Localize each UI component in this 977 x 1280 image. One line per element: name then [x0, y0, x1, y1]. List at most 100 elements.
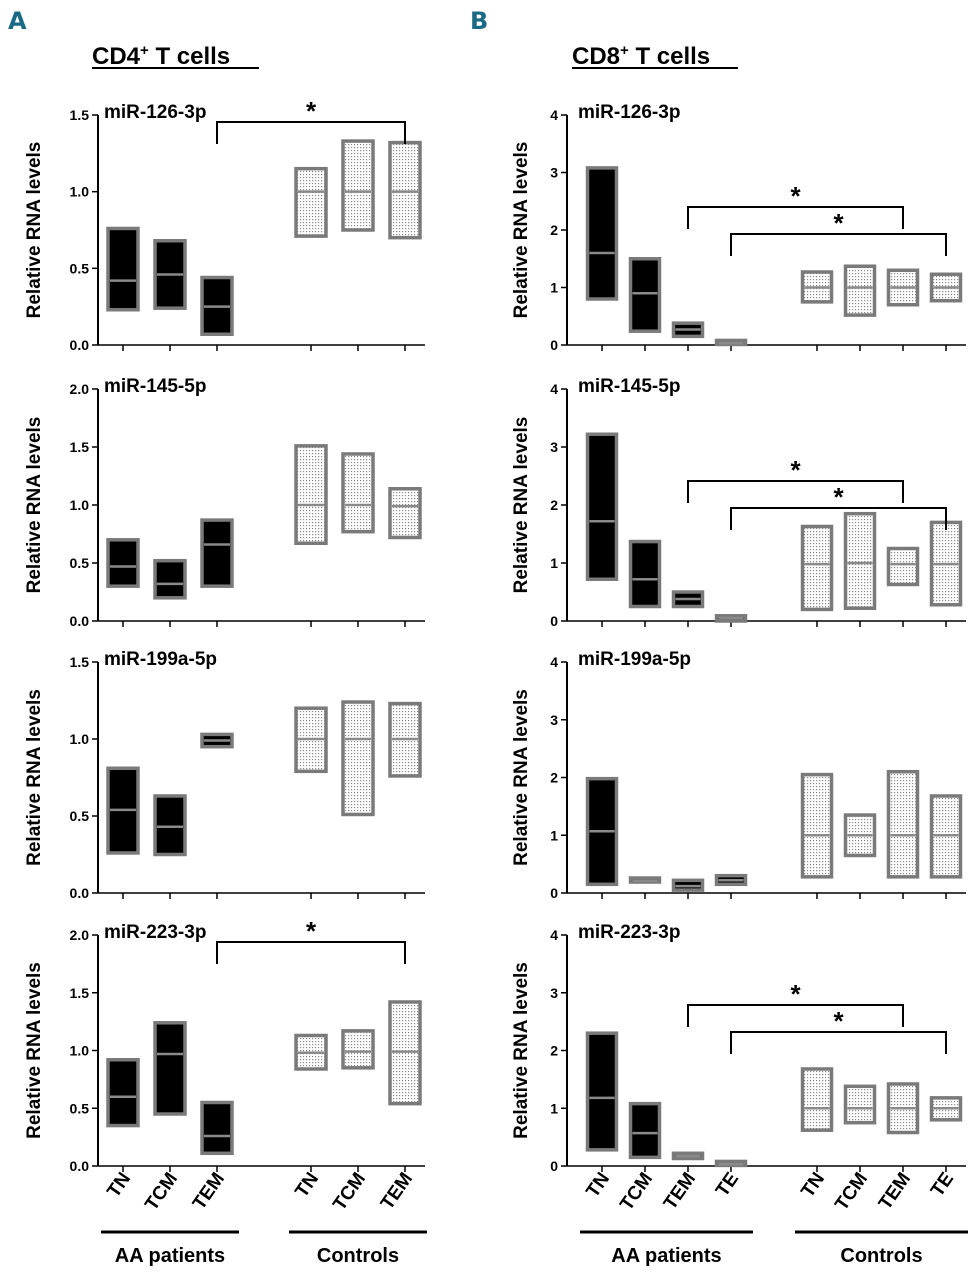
range-bar-tcm-aa	[153, 558, 187, 600]
range-bar-tn-control	[294, 166, 328, 238]
y-tick-label: 2	[550, 497, 558, 513]
chart-a-1: 0.0 0.5 1.0 1.5 Relative RNA levels miR-126-3…	[24, 96, 425, 353]
range-bar-tcm-aa	[628, 539, 662, 609]
bar-aa-patients	[585, 432, 619, 581]
range-bar-tcm-control	[843, 264, 877, 317]
range-bar-tem-control	[886, 769, 920, 879]
chart-b-3: 0 1 2 3 4 Relative RNA levels miR-199a-5p	[511, 649, 966, 901]
significance-star: *	[833, 1006, 844, 1036]
y-tick-label: 4	[550, 927, 558, 943]
significance-bracket	[216, 121, 406, 144]
chart-b-4: 0 1 2 3 4 Relative RNA levels miR-223-3p * *	[511, 922, 966, 1174]
category-label: TEM	[875, 1169, 915, 1214]
category-label: TE	[712, 1169, 743, 1201]
range-bar-tem-control	[886, 1082, 920, 1135]
range-bar-tem-control	[886, 546, 920, 587]
bar-controls	[388, 487, 422, 540]
y-axis-label: Relative RNA levels	[24, 962, 45, 1139]
group-label: Controls	[317, 1245, 399, 1267]
y-tick-label: 1	[550, 555, 558, 571]
y-tick-label: 0	[550, 613, 558, 629]
panel-title-b-suffix: T cells	[629, 43, 710, 70]
y-tick-label: 1	[550, 1100, 558, 1116]
range-bar-te-control	[929, 794, 963, 879]
y-axis-label: Relative RNA levels	[511, 142, 532, 319]
significance-star: *	[306, 916, 317, 946]
category-label: TCM	[141, 1169, 182, 1215]
y-tick-label: 1.5	[70, 439, 90, 455]
panel-title-b-main: CD8	[572, 43, 620, 70]
range-bar-tn-aa	[585, 166, 619, 301]
y-tick-label: 1.5	[70, 654, 90, 670]
y-tick-label: 4	[550, 654, 558, 670]
category-label: TN	[103, 1169, 135, 1202]
bar-aa-patients	[585, 1031, 619, 1152]
y-tick-label: 2	[550, 1043, 558, 1059]
chart-title: miR-199a-5p	[104, 649, 217, 670]
bar-controls	[800, 524, 834, 612]
bar-aa-patients	[628, 1101, 662, 1160]
category-label: TCM	[831, 1169, 872, 1215]
range-bar-tem-aa	[671, 590, 705, 609]
y-tick-label: 0	[550, 885, 558, 901]
y-tick-label: 1.5	[70, 985, 90, 1001]
range-bar-tcm-control	[341, 1029, 375, 1070]
y-tick-label: 0.0	[70, 337, 90, 353]
group-label: AA patients	[115, 1245, 225, 1267]
category-label: TN	[797, 1169, 829, 1202]
significance-star: *	[790, 181, 801, 211]
bar-aa-patients	[153, 794, 187, 857]
y-tick-label: 3	[550, 985, 558, 1001]
range-bar-te-control	[929, 1096, 963, 1122]
range-bar-tn-aa	[585, 432, 619, 581]
significance-star: *	[306, 96, 317, 126]
range-bar-tem-aa	[200, 1100, 234, 1156]
range-bar-tn-control	[294, 1033, 328, 1071]
group-label: Controls	[840, 1245, 922, 1267]
significance-bracket	[730, 1031, 947, 1054]
range-bar-tem-control	[388, 487, 422, 540]
bar-controls	[341, 139, 375, 232]
chart-b-1: 0 1 2 3 4 Relative RNA levels miR-126-3p * *	[511, 102, 966, 353]
bar-controls	[294, 166, 328, 238]
bar-aa-patients	[200, 518, 234, 588]
category-label: TE	[927, 1169, 958, 1201]
bar-controls	[886, 769, 920, 879]
range-bar-tcm-control	[843, 813, 877, 858]
range-bar-te-aa	[714, 873, 748, 887]
range-bar-tem-control	[886, 268, 920, 307]
range-bar-tn-aa	[106, 538, 140, 588]
y-tick-label: 0.5	[70, 808, 90, 824]
y-tick-label: 1.5	[70, 107, 90, 123]
chart-a-3: 0.0 0.5 1.0 1.5 Relative RNA levels miR-199a-…	[24, 649, 425, 901]
y-axis-label: Relative RNA levels	[24, 142, 45, 319]
range-bar-te-aa	[714, 1159, 748, 1168]
significance-bracket	[687, 1004, 904, 1027]
range-bar-tcm-control	[843, 511, 877, 610]
significance-star: *	[833, 208, 844, 238]
range-bar-tn-control	[800, 270, 834, 304]
range-bar-tn-aa	[106, 1057, 140, 1128]
y-tick-label: 1.0	[70, 184, 90, 200]
charts-layer: 0.0 0.5 1.0 1.5 Relative RNA levels miR-126-3…	[24, 96, 966, 1174]
category-label: TCM	[329, 1169, 370, 1215]
range-bar-tcm-control	[341, 139, 375, 232]
y-tick-label: 3	[550, 712, 558, 728]
bar-aa-patients	[106, 538, 140, 588]
panel-title-a: CD4+ T cells	[92, 42, 230, 70]
bar-aa-patients	[153, 558, 187, 600]
y-axis-label: Relative RNA levels	[24, 417, 45, 594]
range-bar-tem-control	[388, 1000, 422, 1106]
range-bar-tcm-control	[341, 452, 375, 534]
range-bar-tem-aa	[200, 518, 234, 588]
chart-title: miR-145-5p	[104, 376, 206, 397]
significance-star: *	[790, 455, 801, 485]
range-bar-te-aa	[714, 338, 748, 347]
category-label: TN	[582, 1169, 614, 1202]
panel-title-a-main: CD4	[92, 43, 141, 70]
chart-title: miR-223-3p	[578, 922, 680, 943]
y-tick-label: 4	[550, 107, 558, 123]
range-bar-tcm-aa	[153, 238, 187, 310]
range-bar-tcm-aa	[628, 1101, 662, 1160]
